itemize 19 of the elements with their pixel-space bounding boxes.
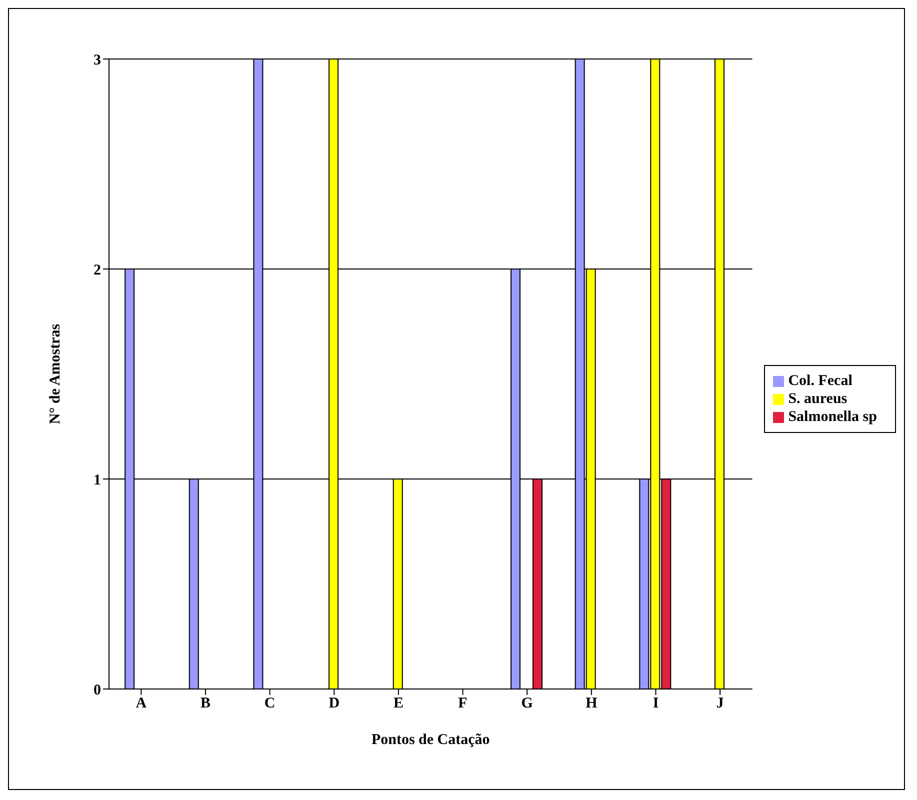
x-tick-label: B (200, 696, 210, 712)
x-axis-title: Pontos de Catação (371, 732, 490, 748)
x-tick-label: A (136, 696, 147, 712)
y-axis-title: N° de Amostras (47, 324, 64, 424)
x-tick-label: G (521, 696, 534, 712)
y-tick-label: 3 (94, 52, 101, 68)
legend-label: Salmonella sp (788, 409, 877, 425)
x-tick-label: J (716, 696, 724, 712)
x-tick-label: H (586, 696, 598, 712)
x-tick-label: C (264, 696, 276, 712)
x-tick-label: D (328, 696, 340, 712)
y-tick-label: 0 (94, 682, 101, 698)
x-tick-label: I (652, 696, 659, 712)
y-tick-label: 1 (94, 472, 101, 488)
legend-label: S. aureus (788, 391, 848, 407)
x-tick-label: E (393, 696, 404, 712)
legend-label: Col. Fecal (788, 373, 852, 389)
x-tick-label: F (458, 696, 468, 712)
y-tick-label: 2 (94, 262, 101, 278)
